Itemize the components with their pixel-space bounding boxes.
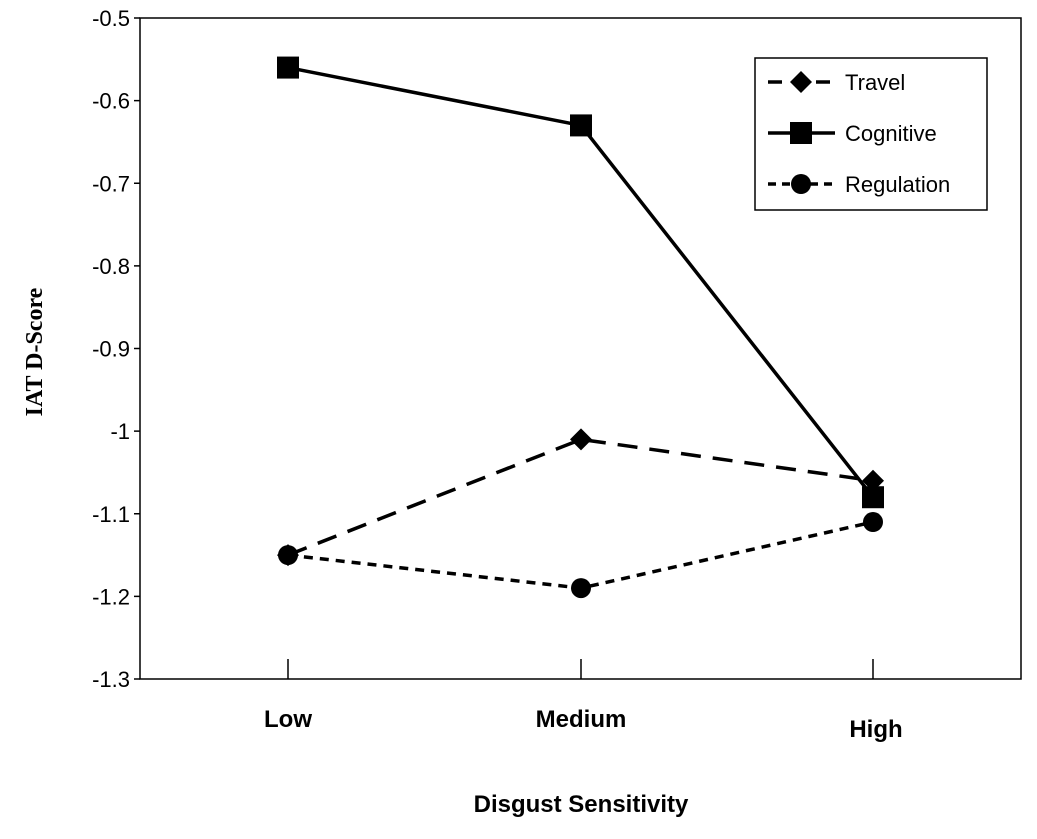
- chart-series: [277, 56, 884, 599]
- x-tick-label: Medium: [536, 706, 627, 733]
- data-point: [862, 469, 884, 492]
- x-tick-label: Low: [264, 706, 312, 733]
- chart-axes: [139, 17, 1022, 680]
- y-tick-label: -0.7: [92, 171, 130, 196]
- y-tick-label: -0.6: [92, 89, 130, 114]
- legend-item: Travel: [768, 70, 905, 95]
- legend-item: Regulation: [768, 172, 950, 197]
- y-tick-label: -1: [110, 419, 130, 444]
- x-axis-label: Disgust Sensitivity: [474, 791, 689, 818]
- legend-label: Regulation: [845, 172, 950, 197]
- legend-label: Cognitive: [845, 121, 937, 146]
- series-regulation: [278, 512, 883, 599]
- series-travel: [277, 428, 884, 567]
- x-tick-label: High: [849, 716, 902, 743]
- data-point: [277, 544, 299, 567]
- series-cognitive: [277, 56, 884, 509]
- data-point: [277, 56, 299, 79]
- data-point: [571, 578, 591, 599]
- plot-area-frame: [139, 17, 1022, 680]
- y-axis-ticks: -0.5 -0.6 -0.7 -0.8 -0.9 -1 -1.1 -1.2 -1.3: [92, 6, 140, 692]
- chart-legend: Travel Cognitive Regulation: [754, 57, 988, 211]
- y-tick-label: -0.5: [92, 6, 130, 31]
- data-point: [570, 428, 592, 451]
- legend-label: Travel: [845, 70, 905, 95]
- data-point: [570, 114, 592, 137]
- y-tick-label: -1.1: [92, 502, 130, 527]
- series-line: [287, 437, 874, 557]
- x-axis-ticks: Low Medium High: [264, 659, 903, 743]
- y-axis-label: IAT D-Score: [22, 287, 48, 416]
- legend-item: Cognitive: [768, 121, 937, 146]
- y-tick-label: -1.2: [92, 584, 130, 609]
- data-point: [863, 512, 883, 533]
- y-tick-label: -0.9: [92, 337, 130, 362]
- y-tick-label: -1.3: [92, 667, 130, 692]
- y-tick-label: -0.8: [92, 254, 130, 279]
- data-point: [862, 486, 884, 509]
- legend-swatch-marker: [791, 174, 811, 194]
- legend-swatch-marker: [790, 122, 812, 144]
- legend-swatch-marker: [790, 71, 812, 93]
